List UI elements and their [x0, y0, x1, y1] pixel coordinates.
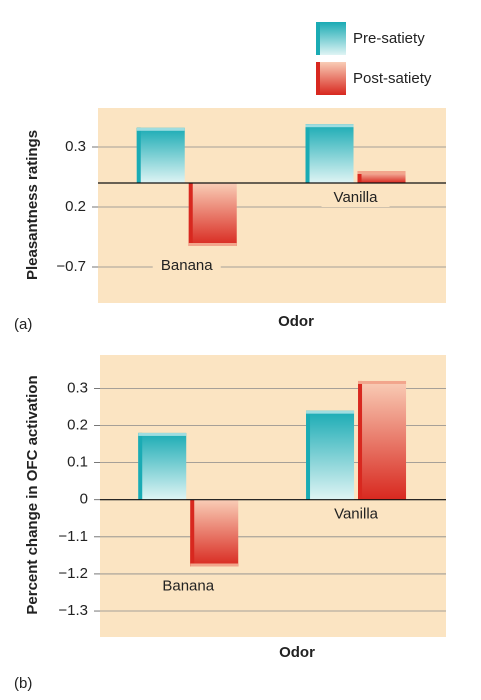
legend-label: Pre-satiety: [353, 30, 425, 47]
y-tick-label: −0.7: [56, 258, 86, 275]
legend-swatch: [316, 62, 346, 95]
category-label: Banana: [162, 577, 214, 594]
y-tick-label: 0.3: [67, 379, 88, 396]
y-tick-label: −1.1: [58, 528, 88, 545]
panel-label: (b): [14, 675, 32, 692]
bar: [306, 410, 355, 500]
label-backing: [152, 257, 221, 275]
bar: [136, 127, 185, 183]
bar-cap: [305, 124, 354, 128]
y-tick-label: 0.3: [65, 138, 86, 155]
category-label: Vanilla: [334, 506, 379, 523]
y-tick-label: −1.3: [58, 602, 88, 619]
label-backing: [322, 505, 391, 524]
bar-edge: [190, 499, 195, 567]
y-tick-label: 0: [80, 491, 88, 508]
y-tick-label: 0.2: [67, 416, 88, 433]
y-axis-title: Percent change in OFC activation: [24, 375, 41, 614]
panel-label: (a): [14, 316, 32, 333]
bar-cap: [188, 243, 237, 246]
legend-label: Post-satiety: [353, 70, 432, 87]
bar-cap: [358, 380, 407, 384]
category-label: Banana: [161, 257, 213, 274]
y-axis-title: Pleasantness ratings: [24, 130, 41, 280]
bar-edge: [188, 183, 193, 246]
bar-cap: [190, 563, 239, 567]
bar-cap: [136, 127, 185, 131]
y-tick-label: 0.2: [65, 198, 86, 215]
bar: [188, 183, 237, 246]
bar-edge: [357, 171, 362, 183]
legend-swatch: [316, 22, 346, 55]
bar-cap: [306, 410, 355, 414]
legend-swatch-edge: [316, 22, 320, 55]
x-axis-title: Odor: [278, 313, 314, 330]
x-axis-title: Odor: [279, 644, 315, 661]
bar-edge: [138, 432, 143, 500]
label-backing: [154, 577, 223, 596]
bar-cap: [357, 171, 406, 174]
bar-cap: [138, 432, 187, 436]
bar: [358, 380, 407, 500]
y-tick-label: 0.1: [67, 454, 88, 471]
bar-edge: [358, 380, 363, 500]
bar: [138, 432, 187, 500]
bar-edge: [306, 410, 311, 500]
legend-swatch-edge: [316, 62, 320, 95]
category-label: Vanilla: [334, 189, 379, 206]
y-tick-label: −1.2: [58, 565, 88, 582]
bar-edge: [136, 127, 141, 183]
bar: [305, 124, 354, 183]
bar-edge: [305, 124, 310, 183]
label-backing: [321, 189, 390, 207]
bar: [190, 499, 239, 567]
